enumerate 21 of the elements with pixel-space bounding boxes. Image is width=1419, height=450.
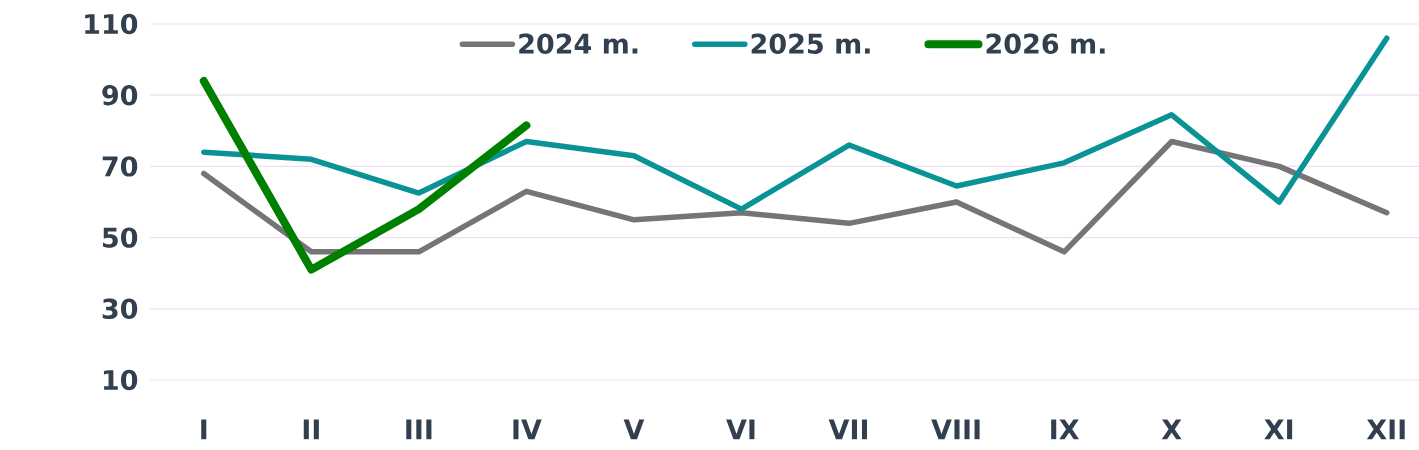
y-tick-label: 10 — [103, 369, 138, 391]
x-tick-label: I — [201, 419, 207, 440]
legend-label: 2026 m. — [986, 33, 1105, 54]
x-tick-label: X — [1161, 419, 1182, 440]
x-tick-label: V — [623, 419, 645, 440]
y-tick-label: 90 — [102, 84, 138, 106]
legend-label: 2024 m. — [519, 33, 638, 54]
y-tick-label: 70 — [102, 156, 138, 177]
x-tick-label: IX — [1051, 419, 1080, 440]
x-tick-label: III — [406, 419, 432, 440]
x-tick-label: VI — [726, 419, 755, 440]
x-tick-label: VII — [828, 419, 868, 440]
x-tick-label: VIII — [931, 419, 980, 440]
x-tick-label: IV — [513, 419, 542, 440]
x-tick-label: XII — [1366, 419, 1405, 440]
y-tick-label: 30 — [102, 298, 138, 319]
y-tick-label: 50 — [102, 227, 138, 248]
x-tick-label: II — [303, 419, 319, 440]
y-tick-label: 110 — [85, 13, 138, 35]
x-tick-label: XI — [1264, 419, 1293, 440]
legend-label: 2025 m. — [751, 33, 870, 54]
